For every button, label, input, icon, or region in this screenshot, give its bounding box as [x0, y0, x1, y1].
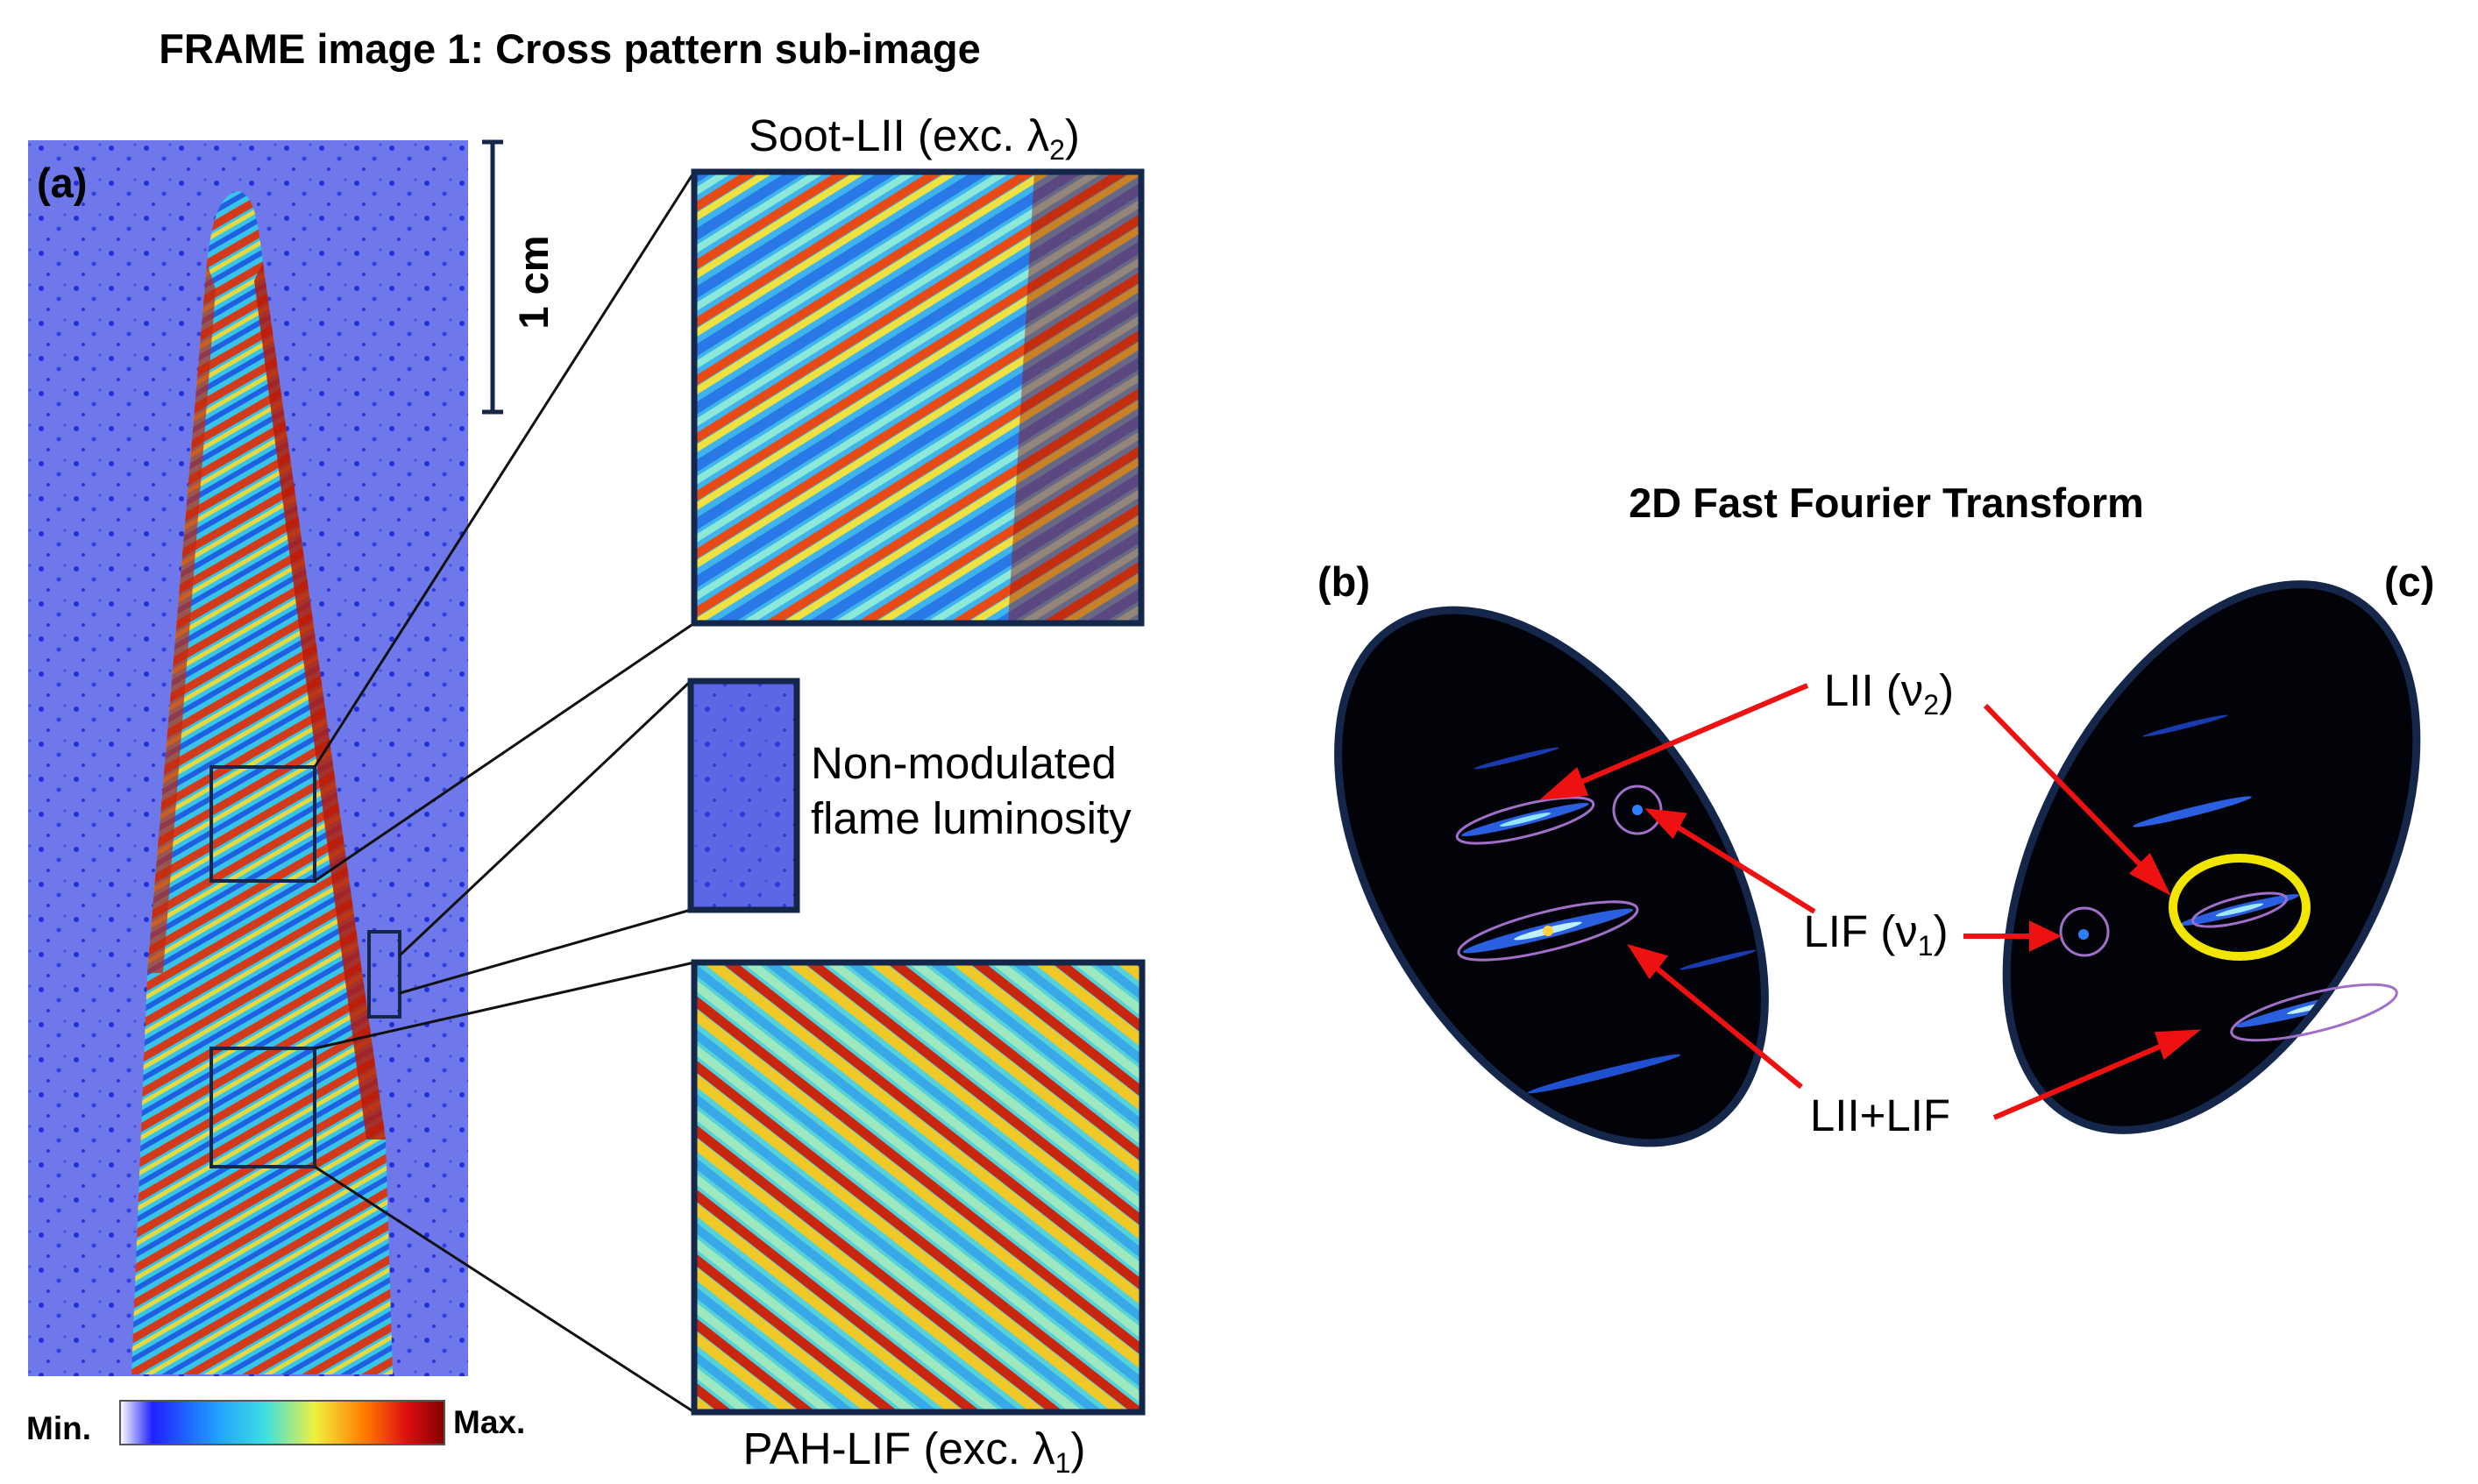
soot-lii-label: Soot-LII (exc. λ2) [749, 110, 1080, 166]
pointer-arrows [1539, 683, 2202, 1120]
pointer-arrow-icon [1539, 766, 1589, 800]
nonmod-label-line1: Non-modulated [811, 738, 1117, 788]
pointer-arrow-icon [1648, 960, 1803, 1090]
nonmod-inset [687, 678, 800, 913]
fft-b [1334, 606, 1769, 1147]
fft-b-lif-marker [1612, 785, 1663, 835]
fft-c-lii-marker [2191, 891, 2288, 928]
lii-label: LII (ν2) [1824, 665, 1954, 721]
pointer-arrow-icon [2029, 920, 2062, 952]
connector-lines [313, 171, 696, 1414]
fft-c-lif-marker [2059, 906, 2110, 957]
pointer-arrow-icon [2154, 1029, 2202, 1061]
roi-pah-box [209, 1047, 316, 1168]
colorbar-min-label: Min. [26, 1410, 91, 1446]
panel-b-label: (b) [1317, 558, 1370, 605]
fft-b-lii-marker [1455, 796, 1595, 845]
fft-b-liilif-marker [1457, 900, 1639, 962]
flame-edge-right [254, 263, 386, 1140]
colorbar-max-label: Max. [453, 1404, 525, 1440]
nonmod-label-line2: flame luminosity [811, 793, 1132, 843]
pah-lif-inset [691, 959, 1146, 1416]
pointer-arrow-icon [2129, 852, 2171, 896]
fft-c-lii-highlight [2169, 854, 2311, 961]
soot-lii-inset [691, 168, 1145, 627]
pointer-arrow-icon [1668, 820, 1816, 914]
lif-label: LIF (ν1) [1803, 906, 1948, 962]
fft-c-liilif-marker [2230, 983, 2398, 1042]
right-title: 2D Fast Fourier Transform [1629, 479, 2144, 526]
scale-bar: 1 cm [482, 139, 557, 415]
liilif-label: LII+LIF [1810, 1090, 1950, 1140]
pointer-arrow-icon [1992, 1039, 2174, 1120]
pah-lif-label: PAH-LIF (exc. λ1) [743, 1424, 1086, 1479]
colorbar-gradient [119, 1400, 445, 1445]
roi-nonmod-box [367, 930, 401, 1019]
panel-a-label: (a) [37, 160, 87, 206]
pointer-arrow-icon [1644, 808, 1687, 840]
panel-c-label: (c) [2384, 558, 2434, 605]
left-title: FRAME image 1: Cross pattern sub-image [159, 25, 981, 72]
scale-bar-label: 1 cm [510, 235, 557, 329]
pointer-arrow-icon [1627, 943, 1669, 980]
pointer-arrow-icon [1983, 703, 2150, 875]
colorbar: Min. Max. [26, 1400, 525, 1446]
roi-soot-box [209, 765, 316, 883]
flame-image-panel: (a) [28, 140, 468, 1376]
pointer-arrow-icon [1567, 683, 1809, 790]
flame-edge-left [147, 263, 216, 973]
